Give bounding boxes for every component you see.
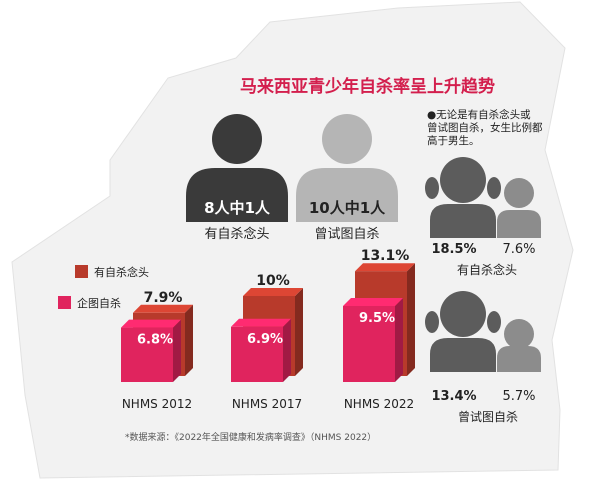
gender-ideation: 18.5% 7.6% 有自杀念头: [425, 157, 541, 277]
bar-attempt-2-front: [231, 326, 283, 382]
bar-attempt-1-top: [121, 319, 181, 328]
bar-ideation-3-top: [355, 263, 415, 272]
bar-attempt-3-top: [343, 298, 403, 306]
label-attempt-1: 6.8%: [137, 333, 173, 348]
person-icon-light-head: [322, 114, 372, 164]
label-ideation-3: 13.1%: [361, 248, 410, 264]
legend-swatch-ideation: [75, 265, 88, 278]
bar-ideation-2-side: [295, 288, 303, 376]
bar-attempt-2-top: [231, 318, 291, 327]
bar-attempt-2-side: [283, 318, 291, 382]
bar-ideation-1-top: [133, 304, 193, 313]
category-label-2: NHMS 2017: [232, 397, 302, 411]
bar-ideation-3-side: [407, 263, 415, 376]
legend-label-attempt: 企图自杀: [77, 296, 121, 310]
gender-attempt: 13.4% 5.7% 曾试图自杀: [425, 291, 541, 424]
bar-attempt-3-side: [395, 298, 403, 382]
gender-attempt-label: 曾试图自杀: [458, 409, 518, 424]
female-ideation-value: 18.5%: [431, 242, 476, 257]
bar-ideation-1-side: [185, 304, 193, 376]
female-attempt-value: 13.4%: [431, 389, 476, 404]
source-note: *数据来源：《2022年全国健康和发病率调查》（NHMS 2022）: [125, 431, 376, 443]
male-attempt-value: 5.7%: [502, 389, 535, 404]
person-icon-dark-head: [212, 114, 262, 164]
ratio-ideation-label: 有自杀念头: [204, 226, 269, 242]
female-icon: [425, 157, 501, 238]
legend-label-ideation: 有自杀念头: [94, 265, 149, 279]
label-ideation-1: 7.9%: [144, 290, 183, 306]
ratio-attempt-label: 曾试图自杀: [314, 227, 379, 242]
bar-attempt-2: [231, 318, 291, 382]
bar-attempt-1-front: [121, 327, 173, 382]
bar-attempt-3: [343, 298, 403, 382]
chart-title: 马来西亚青少年自杀率呈上升趋势: [240, 76, 495, 97]
chart-legend: 有自杀念头 企图自杀: [58, 265, 149, 310]
gender-note-line-2: 曾试图自杀，女生比例都: [427, 121, 543, 134]
male-ideation-value: 7.6%: [502, 242, 535, 257]
gender-note: ●无论是有自杀念头或 曾试图自杀，女生比例都 高于男生。: [427, 108, 546, 147]
bar-ideation-2-top: [243, 288, 303, 296]
ratio-attempt-value: 10人中1人: [309, 199, 386, 217]
male-icon: [497, 178, 541, 238]
gender-ideation-label: 有自杀念头: [457, 262, 517, 277]
category-label-3: NHMS 2022: [344, 397, 414, 411]
label-ideation-2: 10%: [256, 273, 290, 289]
female-icon: [425, 291, 501, 372]
label-attempt-2: 6.9%: [247, 332, 283, 347]
gender-note-line-3: 高于男生。: [427, 134, 480, 147]
ratio-ideation: 8人中1人 有自杀念头: [186, 114, 288, 242]
bar-attempt-1-side: [173, 319, 181, 382]
ratio-attempt: 10人中1人 曾试图自杀: [296, 114, 398, 242]
male-icon: [497, 319, 541, 372]
label-attempt-3: 9.5%: [359, 311, 395, 326]
legend-swatch-attempt: [58, 296, 71, 309]
category-label-1: NHMS 2012: [122, 397, 192, 411]
person-icon-dark-body: [186, 168, 288, 222]
bar-attempt-1: [121, 319, 181, 382]
bar-chart: 7.9% 6.8% NHMS 2012 10% 6.9% NHMS 2017 13.1% 9.…: [121, 248, 415, 411]
ratio-ideation-value: 8人中1人: [204, 199, 271, 217]
person-icon-light-body: [296, 168, 398, 222]
gender-note-line-1: ●无论是有自杀念头或: [427, 108, 531, 121]
bar-attempt-3-front: [343, 306, 395, 382]
